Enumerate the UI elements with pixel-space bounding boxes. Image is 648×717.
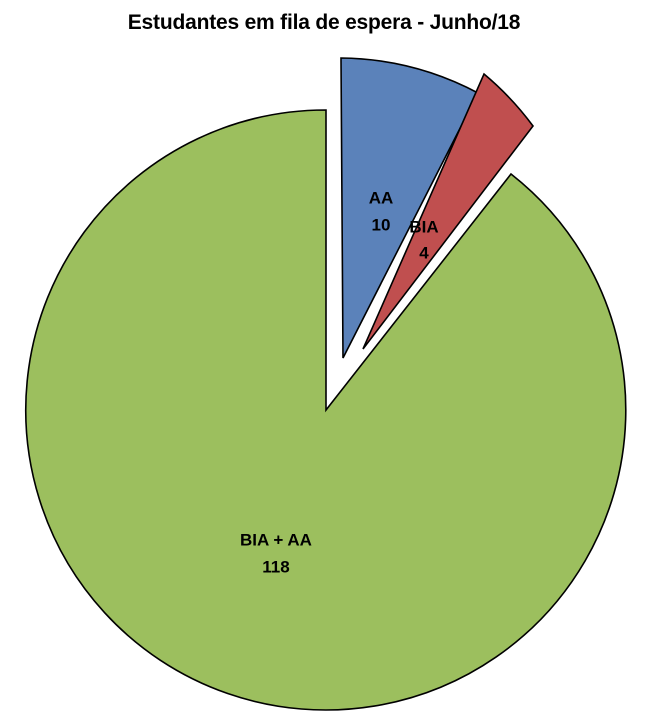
pie-slice-bia[interactable] (362, 72, 535, 350)
pie-label-aa-value: 10 (372, 215, 391, 234)
pie-label-bia-name: BIA (409, 217, 438, 236)
pie-slice-aa[interactable] (340, 57, 480, 359)
pie-label-bia-value: 4 (419, 243, 429, 262)
pie-label-aa-name: AA (369, 188, 394, 207)
pie-label-bia-aa-value: 118 (262, 557, 289, 576)
pie-slice-bia-aa[interactable] (25, 109, 627, 711)
chart-title: Estudantes em fila de espera - Junho/18 (127, 11, 521, 34)
pie-label-bia-aa-name: BIA + AA (240, 530, 312, 549)
